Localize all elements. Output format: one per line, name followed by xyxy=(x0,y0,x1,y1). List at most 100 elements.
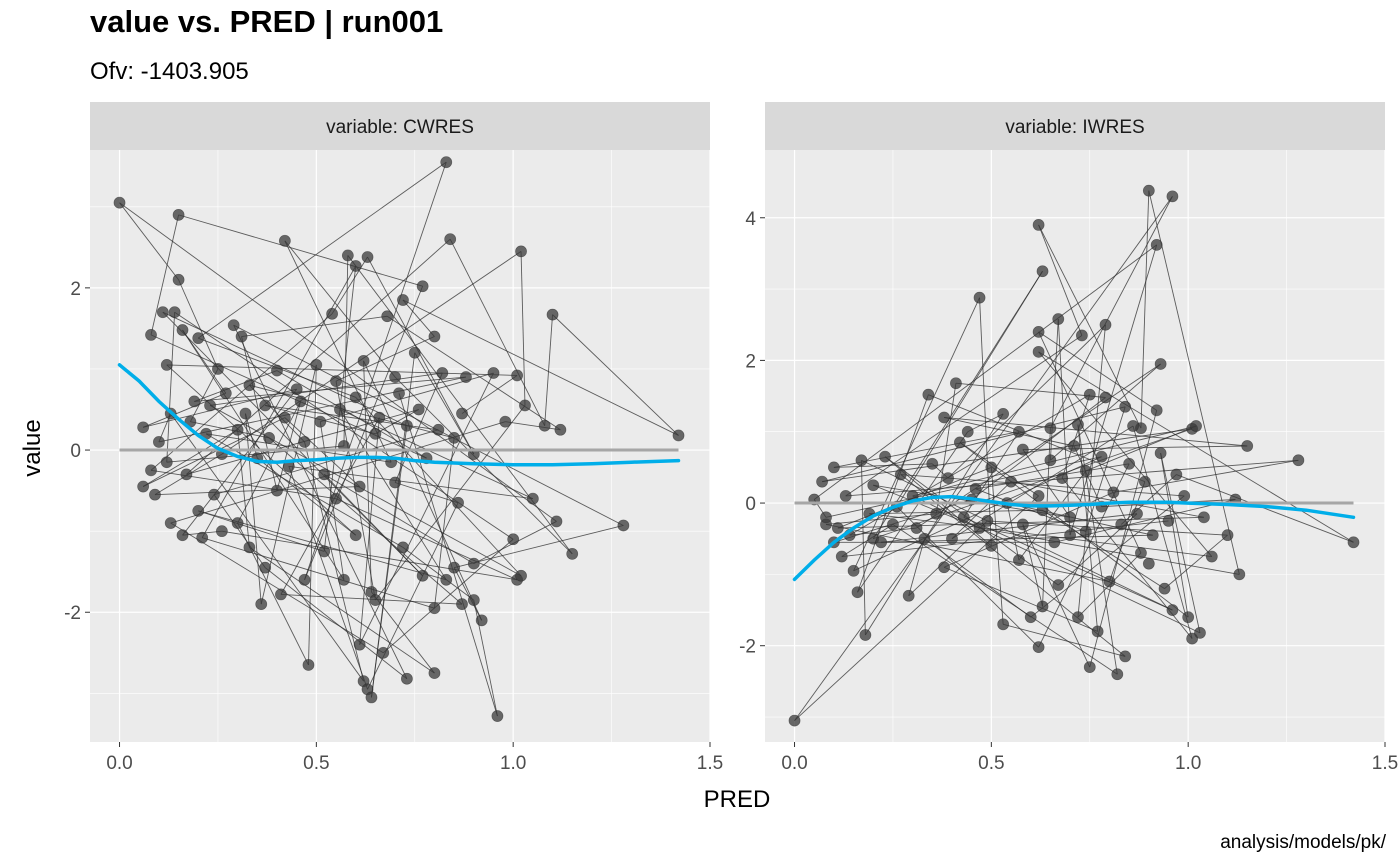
data-point xyxy=(467,557,480,570)
profile-line xyxy=(454,525,624,569)
data-point xyxy=(156,306,169,319)
data-point xyxy=(1142,557,1155,570)
data-point xyxy=(330,375,342,388)
data-point xyxy=(538,419,551,432)
data-point xyxy=(192,332,205,345)
chart-subtitle: Ofv: -1403.905 xyxy=(90,58,249,85)
profile-line xyxy=(308,364,317,665)
data-point xyxy=(835,550,848,563)
data-point xyxy=(164,517,177,529)
profile-line xyxy=(1148,190,1240,575)
data-point xyxy=(566,547,579,560)
data-point xyxy=(1154,447,1167,460)
profile-line xyxy=(1018,470,1087,561)
data-point xyxy=(1032,641,1045,654)
data-point xyxy=(1166,190,1179,203)
profile-line xyxy=(873,428,1193,540)
profile-line xyxy=(520,251,526,406)
profile-line xyxy=(1022,445,1248,451)
data-point xyxy=(341,249,354,262)
profile-line xyxy=(170,413,364,682)
profile-line xyxy=(908,520,988,597)
profile-line xyxy=(794,495,1039,721)
data-point xyxy=(231,423,244,436)
data-point xyxy=(1024,611,1037,624)
data-point xyxy=(1072,418,1084,431)
x-tick-label: 1.0 xyxy=(500,753,526,774)
profile-line xyxy=(166,312,176,463)
data-point xyxy=(145,464,157,477)
data-point xyxy=(918,532,931,545)
data-point xyxy=(519,399,531,412)
profile-line xyxy=(335,498,518,581)
data-point xyxy=(1111,668,1124,681)
data-point xyxy=(550,515,563,528)
data-point xyxy=(1099,391,1112,404)
data-point xyxy=(353,638,366,651)
data-point xyxy=(910,522,923,534)
profile-line xyxy=(162,311,408,427)
profile-line xyxy=(197,161,447,339)
data-point xyxy=(511,369,524,382)
profile-line xyxy=(304,286,424,580)
data-point xyxy=(302,659,315,671)
data-point xyxy=(349,529,362,542)
data-point xyxy=(1068,440,1080,452)
y-tick-label: 4 xyxy=(745,209,756,230)
profile-line xyxy=(194,370,278,402)
x-tick-label: 1.5 xyxy=(1372,753,1398,774)
data-point xyxy=(1154,358,1167,370)
data-point xyxy=(957,511,970,524)
profile-line xyxy=(241,336,278,491)
profile-line xyxy=(845,335,1083,497)
profile-line xyxy=(869,509,1043,515)
data-point xyxy=(1052,313,1065,325)
data-point xyxy=(428,330,441,343)
data-point xyxy=(1150,404,1163,417)
facet-strip xyxy=(90,102,710,150)
profile-line xyxy=(178,279,219,370)
profile-line xyxy=(864,413,1004,636)
data-point xyxy=(950,377,962,390)
data-point xyxy=(1013,425,1025,438)
data-point xyxy=(113,196,126,209)
data-point xyxy=(902,589,915,602)
data-point xyxy=(1016,443,1029,456)
data-point xyxy=(152,436,165,448)
profile-line xyxy=(221,250,522,455)
profile-line xyxy=(955,382,1106,398)
profile-line xyxy=(394,372,443,483)
profile-line xyxy=(150,214,180,335)
data-point xyxy=(1079,465,1092,477)
profile-line xyxy=(1038,331,1157,411)
profile-line xyxy=(505,421,561,431)
profile-line xyxy=(233,324,408,679)
data-point xyxy=(969,482,982,495)
profile-line xyxy=(979,527,1240,575)
data-point xyxy=(1005,475,1017,488)
data-point xyxy=(1182,611,1195,624)
data-point xyxy=(397,541,409,554)
profile-line xyxy=(221,530,518,581)
data-point xyxy=(827,461,840,474)
data-point xyxy=(930,507,943,520)
data-point xyxy=(231,517,244,529)
data-point xyxy=(369,594,382,606)
profile-line xyxy=(1109,481,1146,582)
data-point xyxy=(961,425,974,438)
data-point xyxy=(373,411,386,424)
profile-line xyxy=(1038,224,1083,336)
profile-line xyxy=(1022,524,1091,668)
data-point xyxy=(377,646,390,659)
data-point xyxy=(318,468,331,481)
chart-title: value vs. PRED | run001 xyxy=(90,4,444,39)
x-tick-label: 0.5 xyxy=(303,753,329,774)
data-point xyxy=(444,233,457,246)
data-point xyxy=(1048,536,1061,549)
y-tick-label: -2 xyxy=(739,637,756,658)
profile-line xyxy=(433,437,455,609)
profile-line xyxy=(461,375,518,414)
profile-line xyxy=(1003,623,1126,657)
profile-line xyxy=(202,537,435,609)
data-point xyxy=(1016,518,1029,531)
